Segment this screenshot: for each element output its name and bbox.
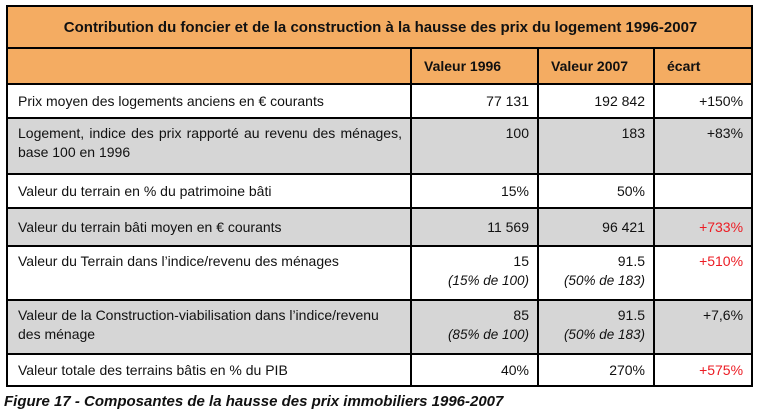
value-main: 91.5 — [617, 307, 645, 323]
header-ecart: écart — [652, 47, 754, 85]
row-label: Prix moyen des logements anciens en € co… — [6, 83, 412, 119]
value-2007: 183 — [537, 117, 655, 175]
value-ecart: +150% — [652, 83, 754, 119]
value-main: 91.5 — [617, 253, 645, 269]
table-title: Contribution du foncier et de la constru… — [5, 5, 754, 49]
row-label: Logement, indice des prix rapporté au re… — [6, 117, 412, 175]
value-1996: 100 — [410, 117, 539, 175]
value-2007: 91.5 (50% de 183) — [537, 245, 655, 301]
figure-caption: Figure 17 - Composantes de la hausse des… — [4, 393, 504, 410]
row-label: Valeur du Terrain dans l’indice/revenu d… — [6, 245, 412, 301]
value-1996: 15 (15% de 100) — [410, 245, 539, 301]
value-main: 15 — [513, 253, 529, 269]
value-1996: 15% — [410, 173, 539, 209]
value-note: (15% de 100) — [447, 273, 529, 288]
value-2007: 50% — [537, 173, 655, 209]
table-title-row: Contribution du foncier et de la constru… — [5, 5, 754, 49]
row-label: Valeur totale des terrains bâtis en % du… — [6, 353, 412, 387]
header-empty-cell — [6, 47, 412, 85]
housing-price-table: Contribution du foncier et de la constru… — [5, 5, 754, 387]
table-row: Prix moyen des logements anciens en € co… — [6, 83, 754, 119]
value-1996: 40% — [410, 353, 539, 387]
table-row: Valeur totale des terrains bâtis en % du… — [6, 353, 754, 387]
value-2007: 270% — [537, 353, 655, 387]
value-ecart — [652, 173, 754, 209]
header-valeur-1996: Valeur 1996 — [410, 47, 539, 85]
value-note: (50% de 183) — [563, 273, 645, 288]
value-2007: 96 421 — [537, 207, 655, 247]
value-2007: 192 842 — [537, 83, 655, 119]
table-row: Valeur du Terrain dans l’indice/revenu d… — [6, 245, 754, 301]
row-label: Valeur du terrain bâti moyen en € couran… — [6, 207, 412, 247]
value-ecart: +575% — [652, 353, 754, 387]
value-main: 85 — [513, 307, 529, 323]
table-row: Logement, indice des prix rapporté au re… — [6, 117, 754, 175]
value-ecart: +733% — [652, 207, 754, 247]
value-note: (50% de 183) — [563, 327, 645, 342]
value-ecart: +510% — [652, 245, 754, 301]
table-row: Valeur de la Construction-viabilisation … — [6, 299, 754, 355]
table-header-row: Valeur 1996 Valeur 2007 écart — [6, 47, 754, 85]
value-note: (85% de 100) — [447, 327, 529, 342]
value-1996: 77 131 — [410, 83, 539, 119]
row-label: Valeur de la Construction-viabilisation … — [6, 299, 412, 355]
row-label: Valeur du terrain en % du patrimoine bât… — [6, 173, 412, 209]
value-1996: 85 (85% de 100) — [410, 299, 539, 355]
value-2007: 91.5 (50% de 183) — [537, 299, 655, 355]
value-1996: 11 569 — [410, 207, 539, 247]
value-ecart: +83% — [652, 117, 754, 175]
table-row: Valeur du terrain bâti moyen en € couran… — [6, 207, 754, 247]
header-valeur-2007: Valeur 2007 — [537, 47, 655, 85]
table-row: Valeur du terrain en % du patrimoine bât… — [6, 173, 754, 209]
value-ecart: +7,6% — [652, 299, 754, 355]
